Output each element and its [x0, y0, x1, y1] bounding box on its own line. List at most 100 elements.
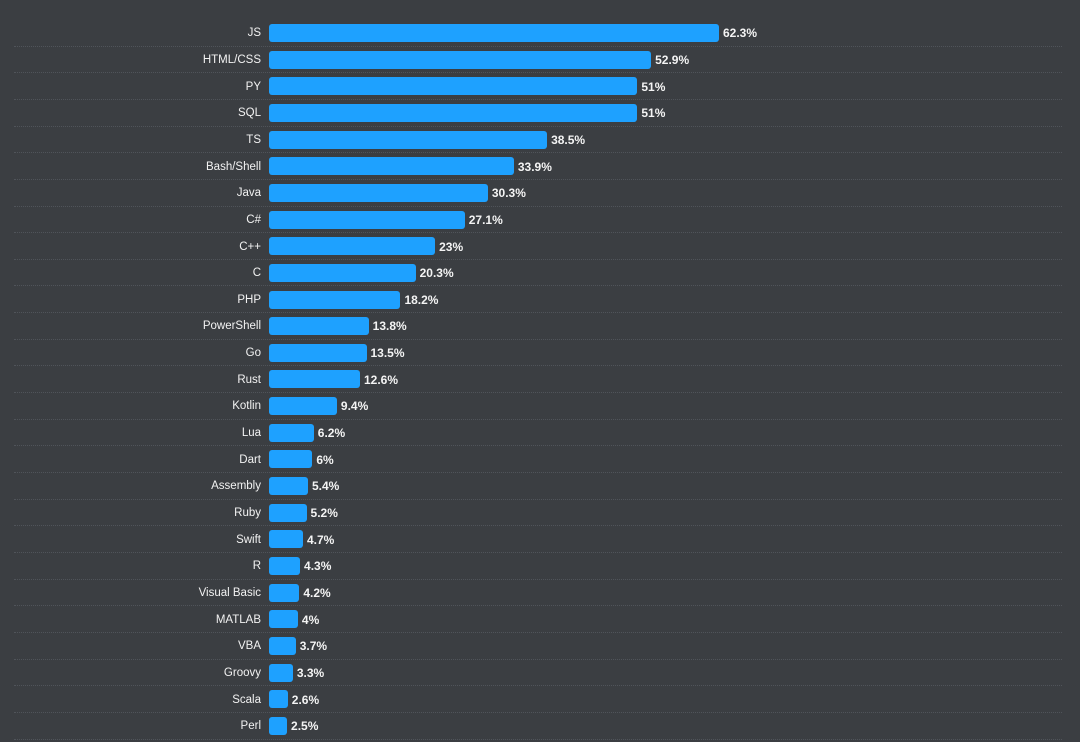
value-label: 13.5% — [370, 346, 405, 361]
bar — [269, 237, 436, 256]
bar — [269, 716, 288, 735]
bar — [269, 397, 337, 416]
bar — [269, 663, 293, 682]
row-divider — [14, 658, 1062, 660]
bar — [269, 263, 416, 282]
bar-row: Go 13.5% — [0, 340, 1080, 367]
category-label: Java — [236, 187, 261, 200]
bar-row: Ruby 5.2% — [0, 500, 1080, 527]
bar — [269, 423, 314, 442]
bar — [269, 210, 465, 229]
bar-row: Rust 12.6% — [0, 366, 1080, 394]
bar — [269, 157, 514, 176]
category-label: R — [252, 560, 261, 573]
row-divider — [14, 738, 1062, 740]
category-label: C++ — [239, 240, 261, 253]
value-label: 23% — [439, 239, 464, 254]
category-label: HTML/CSS — [202, 53, 261, 66]
bar-row: Java 30.3% — [0, 180, 1080, 207]
category-label: C# — [246, 213, 261, 226]
category-label: JS — [247, 27, 261, 40]
row-divider — [14, 125, 1062, 127]
value-label: 38.5% — [551, 132, 586, 147]
value-label: 51% — [641, 79, 666, 94]
value-label: 6.2% — [317, 426, 346, 441]
row-divider — [14, 258, 1062, 260]
row-divider — [14, 445, 1062, 447]
row-divider — [14, 285, 1062, 287]
row-divider — [14, 551, 1062, 553]
category-label: VBA — [237, 640, 261, 653]
bar-row: Swift 4.7% — [0, 526, 1080, 553]
bar-row: C 20.3% — [0, 260, 1080, 287]
category-label: Assembly — [211, 480, 261, 493]
bar — [269, 477, 308, 496]
category-label: PHP — [237, 293, 261, 306]
value-label: 51% — [641, 106, 666, 121]
category-label: Ruby — [234, 507, 261, 519]
bar-row: PowerShell 13.8% — [0, 313, 1080, 340]
bar — [269, 24, 719, 42]
row-divider — [14, 392, 1062, 394]
value-label: 5.4% — [312, 479, 340, 494]
row-divider — [14, 498, 1062, 500]
row-divider — [14, 365, 1062, 367]
bar-row: Kotlin 9.4% — [0, 393, 1080, 420]
row-divider — [14, 312, 1062, 314]
value-label: 52.9% — [655, 52, 690, 67]
value-label: 4.2% — [303, 585, 331, 600]
row-divider — [14, 472, 1062, 474]
bar-row: VBA 3.7% — [0, 633, 1080, 660]
bar — [269, 450, 313, 469]
bar-row: Dart 6% — [0, 446, 1080, 474]
bar-row: SQL 51% — [0, 100, 1080, 127]
value-label: 62.3% — [723, 26, 758, 41]
bar-row: Bash/Shell 33.9% — [0, 153, 1080, 180]
bar — [269, 290, 401, 309]
bar-row: JS 62.3% — [0, 20, 1080, 47]
row-divider — [14, 418, 1062, 420]
bar — [269, 130, 548, 149]
bar — [269, 583, 300, 602]
value-label: 12.6% — [364, 372, 399, 387]
row-divider — [14, 525, 1062, 527]
value-label: 9.4% — [340, 399, 369, 414]
row-divider — [14, 605, 1062, 607]
row-divider — [14, 152, 1062, 154]
value-label: 3.3% — [296, 665, 325, 680]
row-divider — [14, 338, 1062, 340]
category-label: Swift — [236, 533, 261, 546]
bar — [269, 317, 369, 336]
category-label: SQL — [237, 107, 261, 120]
value-label: 13.8% — [372, 319, 407, 334]
category-label: Go — [245, 347, 261, 360]
category-label: MATLAB — [215, 613, 261, 626]
bar — [269, 183, 488, 202]
category-label: Rust — [237, 373, 261, 386]
value-label: 2.6% — [291, 692, 320, 707]
row-divider — [14, 45, 1062, 47]
bar-row: HTML/CSS 52.9% — [0, 47, 1080, 74]
row-divider — [14, 711, 1062, 713]
bar — [269, 530, 303, 549]
value-label: 4.7% — [306, 532, 335, 547]
bar-row: C# 27.1% — [0, 207, 1080, 234]
bar-row: Visual Basic 4.2% — [0, 580, 1080, 607]
value-label: 2.5% — [291, 719, 319, 734]
bar-row: MATLAB 4% — [0, 606, 1080, 633]
bar — [269, 77, 638, 96]
value-label: 6% — [316, 452, 334, 467]
category-label: Kotlin — [232, 400, 261, 413]
row-divider — [14, 232, 1062, 234]
bar-row: Scala 2.6% — [0, 686, 1080, 713]
bar — [269, 636, 296, 655]
bar-row: Lua 6.2% — [0, 420, 1080, 447]
row-divider — [14, 578, 1062, 580]
value-label: 4% — [301, 612, 320, 627]
bar-row: TS 38.5% — [0, 127, 1080, 154]
bar-row: PHP 18.2% — [0, 287, 1080, 314]
bar-row: PY 51% — [0, 73, 1080, 100]
category-label: Scala — [232, 693, 261, 706]
bar — [269, 503, 307, 522]
